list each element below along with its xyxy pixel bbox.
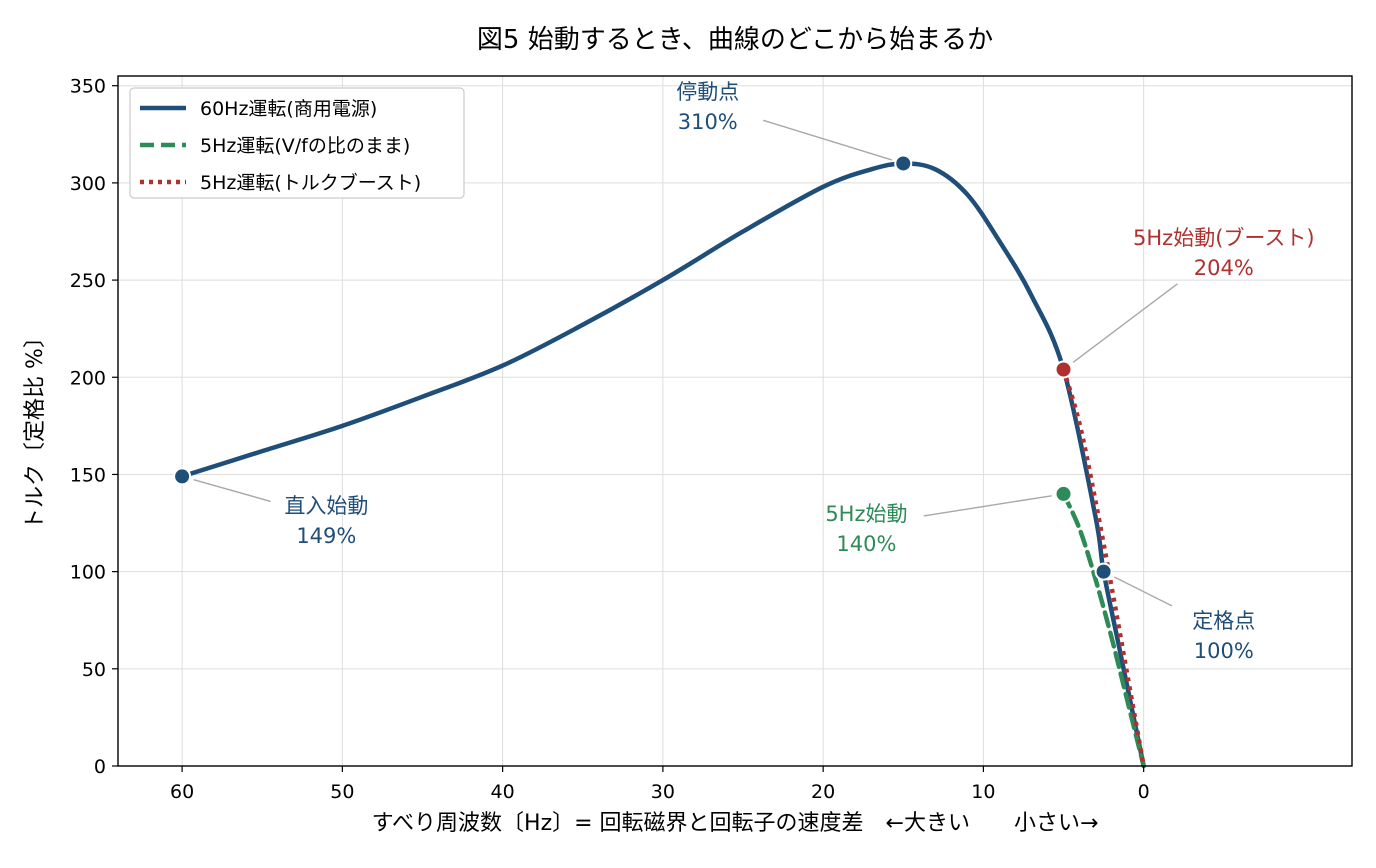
y-tick-label: 300 bbox=[70, 173, 106, 195]
y-tick-label: 0 bbox=[94, 756, 106, 778]
leader-line bbox=[1072, 283, 1178, 363]
x-tick-label: 60 bbox=[170, 781, 194, 803]
data-point bbox=[173, 467, 192, 486]
legend: 60Hz運転(商用電源) 5Hz運転(V/fの比のまま) 5Hz運転(トルクブースト… bbox=[129, 87, 465, 199]
data-point bbox=[1054, 484, 1073, 503]
leader-line bbox=[1114, 576, 1173, 607]
grid bbox=[118, 76, 1352, 767]
point-label: 直入始動 bbox=[284, 494, 368, 518]
y-tick-label: 350 bbox=[70, 76, 106, 98]
point-label: 5Hz始動(ブースト) bbox=[1133, 226, 1315, 250]
annotations: 直入始動 149% 停動点 310% 5Hz始動(ブースト) 204% 5Hz始動 140% 定… bbox=[173, 80, 1315, 663]
leader-line bbox=[923, 495, 1052, 517]
point-value-label: 149% bbox=[296, 524, 356, 548]
point-value-label: 100% bbox=[1194, 639, 1254, 663]
legend-label: 60Hz運転(商用電源) bbox=[200, 98, 377, 120]
data-point bbox=[1094, 562, 1113, 581]
point-value-label: 310% bbox=[678, 110, 738, 134]
point-value-label: 204% bbox=[1194, 256, 1254, 280]
point-label: 定格点 bbox=[1192, 609, 1255, 633]
x-tick-label: 30 bbox=[651, 781, 675, 803]
point-label: 5Hz始動 bbox=[825, 502, 907, 526]
y-tick-label: 50 bbox=[82, 659, 106, 681]
data-point bbox=[894, 154, 913, 173]
series-line-2 bbox=[1061, 491, 1146, 769]
x-tick-label: 50 bbox=[330, 781, 354, 803]
series-line-3 bbox=[1061, 368, 1146, 767]
legend-label: 5Hz運転(トルクブースト) bbox=[200, 171, 421, 194]
x-tick-label: 40 bbox=[491, 781, 515, 803]
y-tick-label: 200 bbox=[70, 367, 106, 389]
leader-line bbox=[193, 478, 271, 503]
x-tick-label: 10 bbox=[971, 781, 995, 803]
y-axis-label: トルク〔定格比 %〕 bbox=[23, 326, 48, 530]
legend-label: 5Hz運転(V/fの比のまま) bbox=[200, 135, 410, 157]
x-axis-label: すべり周波数〔Hz〕= 回転磁界と回転子の速度差 ←大きい 小さい→ bbox=[372, 811, 1099, 836]
chart-title: 図5 始動するとき、曲線のどこから始まるか bbox=[477, 25, 993, 55]
series-lines bbox=[179, 161, 1146, 769]
y-tick-label: 250 bbox=[70, 270, 106, 292]
point-label: 停動点 bbox=[676, 80, 739, 104]
plot-frame bbox=[117, 75, 1353, 767]
legend-box bbox=[129, 87, 465, 199]
x-tick-label: 0 bbox=[1138, 781, 1150, 803]
leader-line bbox=[762, 119, 893, 161]
data-point bbox=[1054, 360, 1073, 379]
series-line-1 bbox=[179, 161, 1146, 769]
y-tick-label: 150 bbox=[70, 464, 106, 486]
y-tick-label: 100 bbox=[70, 562, 106, 584]
x-tick-label: 20 bbox=[811, 781, 835, 803]
point-value-label: 140% bbox=[836, 532, 896, 556]
